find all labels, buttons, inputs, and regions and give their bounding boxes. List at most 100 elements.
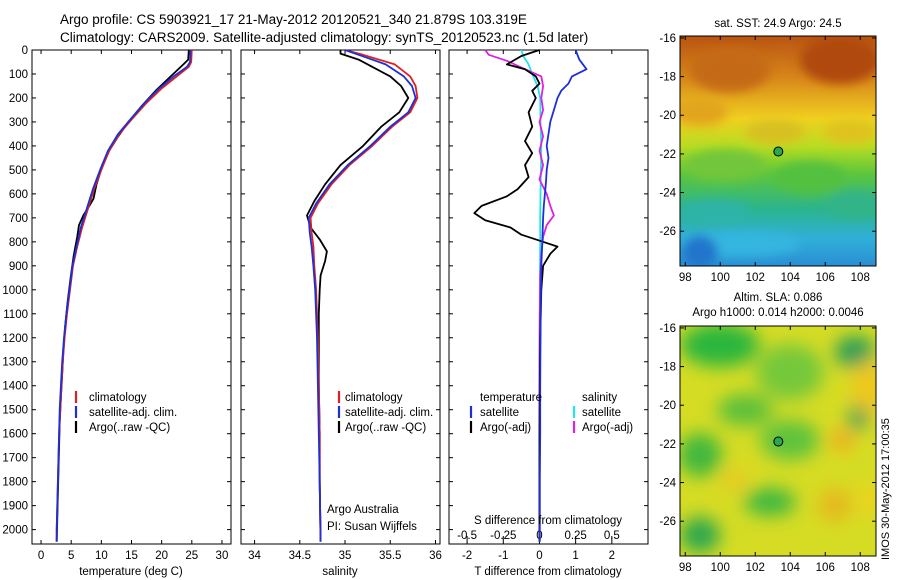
- depth-tick-label: 1000: [2, 285, 28, 297]
- depth-tick-label: 2000: [2, 525, 28, 537]
- sla-map-axes: 98 100 102 104 106 108 -16 -18 -20 -22 -24 -26: [659, 323, 876, 574]
- lon-tick-label: 100: [711, 562, 730, 574]
- sst-map-title: sat. SST: 24.9 Argo: 24.5: [714, 18, 841, 30]
- series-line-temperature-argo-adj: [473, 49, 559, 542]
- sla-map-title: Altim. SLA: 0.086: [734, 292, 823, 304]
- s-tick-label: -0.5: [457, 530, 477, 542]
- legend-satellite: satellite-adj. clim.: [89, 407, 177, 419]
- lon-tick-label: 98: [679, 272, 692, 284]
- depth-tick-label: 300: [9, 117, 28, 129]
- x-tick-label: -2: [462, 550, 472, 562]
- lon-tick-label: 108: [851, 272, 870, 284]
- legend-satellite: satellite-adj. clim.: [345, 407, 433, 419]
- timestamp-stamp: IMOS 30-May-2012 17:00:35: [880, 418, 892, 560]
- sst-map-axes: 98 100 102 104 106 108 -16 -18 -20 -22 -24 -26: [659, 33, 876, 284]
- difference-legend: temperature satellite Argo(-adj) salinit…: [469, 392, 633, 434]
- temperature-axis-label: temperature (deg C): [79, 566, 183, 578]
- s-tick-label: 0.25: [564, 530, 586, 542]
- salinity-axis-label: salinity: [322, 566, 357, 578]
- legend-s-argo: Argo(-adj): [582, 422, 633, 434]
- legend-climatology: climatology: [89, 392, 147, 404]
- s-tick-label: -0.25: [490, 530, 516, 542]
- x-tick-label: 15: [125, 550, 138, 562]
- depth-tick-label: 500: [9, 165, 28, 177]
- depth-tick-label: 1900: [2, 501, 28, 513]
- temperature-plot: 0 5 10 15 20 25 30: [32, 49, 231, 562]
- depth-tick-labels: 0 100 200 300 400 500 600 700 800 900 1000 1100 1200…: [2, 45, 28, 537]
- sla-map-subtitle: Argo h1000: 0.014 h2000: 0.0046: [692, 307, 863, 319]
- depth-tick-label: 1100: [3, 309, 28, 321]
- argo-position-marker: [773, 146, 784, 157]
- lat-tick-label: -26: [659, 516, 676, 528]
- lat-tick-label: -20: [659, 400, 676, 412]
- lon-tick-label: 102: [746, 272, 765, 284]
- temperature-legend: climatology satellite-adj. clim. Argo(..…: [74, 391, 177, 434]
- legend-t-argo: Argo(-adj): [480, 422, 531, 434]
- legend-salinity-title: salinity: [582, 392, 617, 404]
- lon-tick-label: 102: [746, 562, 765, 574]
- depth-tick-label: 1300: [2, 357, 28, 369]
- difference-panel: [448, 49, 649, 545]
- sst-map-frame: [679, 35, 877, 267]
- depth-tick-label: 1800: [2, 477, 28, 489]
- lat-tick-label: -16: [659, 33, 676, 45]
- salinity-plot: 34 34.5 35 35.5 36: [241, 49, 442, 562]
- legend-argo: Argo(..raw -QC): [345, 422, 426, 434]
- legend-argo: Argo(..raw -QC): [89, 422, 170, 434]
- x-tick-label: 20: [155, 550, 168, 562]
- s-difference-axis-label: S difference from climatology: [474, 515, 622, 527]
- lon-tick-label: 106: [816, 272, 835, 284]
- depth-tick-label: 600: [9, 189, 28, 201]
- depth-tick-label: 100: [9, 69, 28, 81]
- lon-tick-label: 104: [781, 562, 801, 574]
- lat-tick-label: -16: [659, 323, 676, 335]
- difference-plot: -2 -1 0 1 2-0.5 -0.25 0 0.25 0.5: [449, 49, 648, 562]
- legend-temperature-title: temperature: [480, 392, 542, 404]
- lat-tick-label: -20: [659, 110, 676, 122]
- x-tick-label: 34: [248, 550, 261, 562]
- argo-australia-credit: Argo Australia: [327, 504, 399, 516]
- series-line-satellite-adj-clim: [55, 49, 192, 542]
- x-tick-label: 0: [38, 550, 44, 562]
- lat-tick-label: -24: [659, 188, 676, 200]
- depth-tick-label: 0: [22, 45, 28, 57]
- lat-tick-label: -24: [659, 478, 676, 490]
- depth-tick-label: 200: [9, 93, 28, 105]
- depth-tick-label: 700: [9, 213, 28, 225]
- x-tick-label: 0: [536, 550, 542, 562]
- x-tick-label: 34.5: [289, 550, 311, 562]
- series-line-climatology: [309, 49, 419, 542]
- lon-tick-label: 100: [711, 272, 730, 284]
- depth-tick-label: 900: [9, 261, 28, 273]
- depth-tick-label: 400: [9, 141, 28, 153]
- series-line-argo-raw-qc: [306, 50, 410, 542]
- series-line-argo-raw-qc: [55, 49, 190, 542]
- depth-tick-label: 1400: [2, 381, 28, 393]
- series-line-temperature-satellite: [538, 49, 588, 542]
- x-tick-label: 36: [429, 550, 442, 562]
- lon-tick-label: 106: [816, 562, 835, 574]
- lon-tick-label: 104: [781, 272, 801, 284]
- sla-map-frame: [679, 325, 877, 557]
- series-line-climatology: [55, 49, 193, 542]
- profile-title: Argo profile: CS 5903921_17 21-May-2012 …: [60, 12, 527, 27]
- salinity-legend: climatology satellite-adj. clim. Argo(..…: [327, 391, 433, 533]
- x-tick-label: 10: [95, 550, 108, 562]
- x-tick-label: 35.5: [379, 550, 401, 562]
- legend-climatology: climatology: [345, 392, 403, 404]
- x-tick-label: 1: [572, 550, 578, 562]
- lat-tick-label: -18: [659, 72, 676, 84]
- x-tick-label: -1: [498, 550, 508, 562]
- lon-tick-label: 108: [851, 562, 870, 574]
- x-tick-label: 5: [68, 550, 74, 562]
- x-tick-label: 30: [216, 550, 229, 562]
- depth-tick-label: 800: [9, 237, 28, 249]
- legend-t-satellite: satellite: [480, 407, 519, 419]
- temperature-panel: [31, 49, 232, 545]
- x-tick-label: 2: [609, 550, 615, 562]
- pi-credit: PI: Susan Wijffels: [327, 521, 417, 533]
- lat-tick-label: -18: [659, 362, 676, 374]
- depth-tick-label: 1200: [2, 333, 28, 345]
- series-line-satellite-adj-clim: [307, 49, 417, 542]
